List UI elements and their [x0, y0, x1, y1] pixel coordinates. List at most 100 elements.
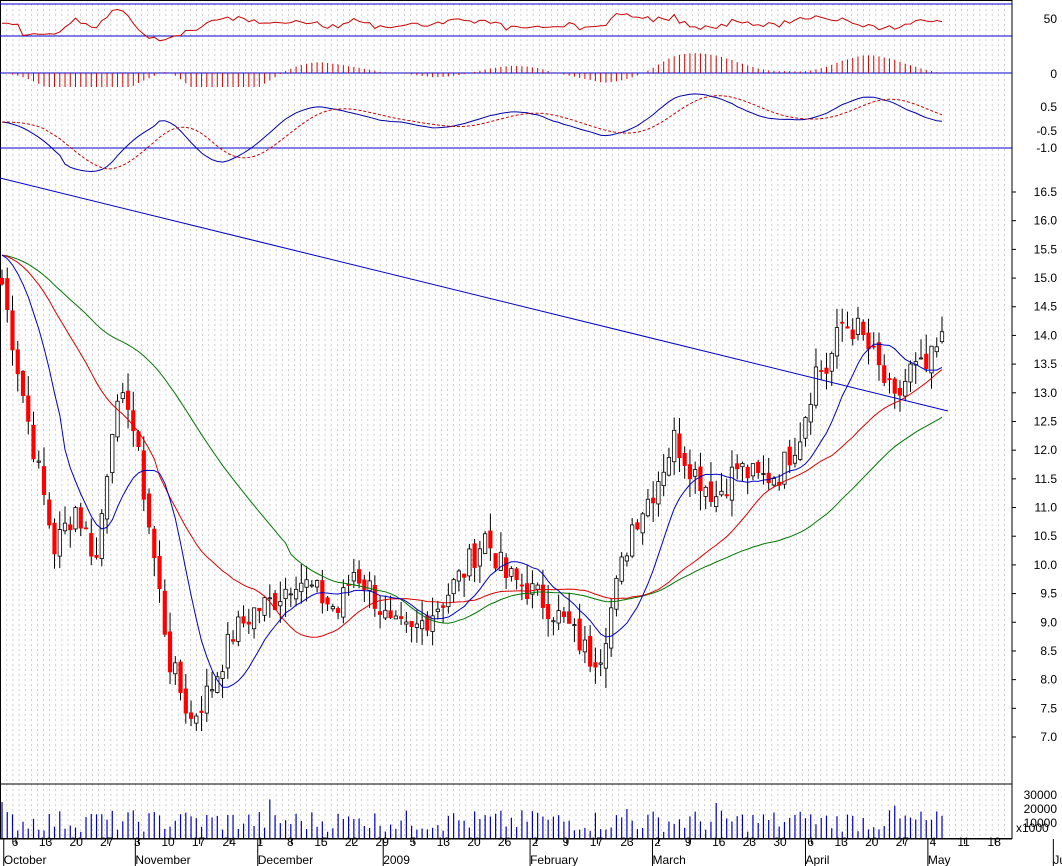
candle-body: [929, 345, 934, 374]
candle-body: [577, 618, 582, 651]
macd-tick-label: 0.5: [1040, 100, 1057, 114]
price-tick-label: 14.0: [1034, 328, 1058, 342]
candle-body: [876, 342, 882, 366]
candle-body: [314, 580, 320, 588]
candle-body: [267, 597, 272, 600]
candle-body: [924, 353, 929, 369]
candle-body: [209, 689, 215, 692]
candle-body: [320, 580, 325, 604]
candle-body: [146, 493, 152, 528]
candle-body: [651, 497, 656, 504]
candle-body: [341, 587, 346, 618]
x-tick-label: 13: [39, 835, 53, 849]
candle-body: [178, 661, 183, 694]
candle-body: [824, 367, 829, 374]
candle-body: [325, 597, 330, 605]
candle-body: [567, 611, 572, 624]
x-tick-label: 15: [314, 835, 328, 849]
grid-lines: [6, 4, 1005, 838]
candle-body: [593, 662, 598, 668]
candle-body: [162, 590, 167, 635]
x-month-label: 2009: [383, 853, 410, 866]
candle-body: [241, 616, 246, 624]
candle-body: [41, 466, 47, 496]
candle-body: [635, 522, 640, 530]
candle-body: [656, 481, 661, 505]
candle-body: [782, 451, 787, 485]
candle-body: [141, 450, 146, 500]
x-tick-label: 20: [70, 835, 84, 849]
candle-body: [703, 486, 708, 497]
candle-body: [299, 582, 304, 593]
candle-body: [861, 321, 866, 335]
x-month-label: May: [928, 853, 951, 866]
candle-body: [535, 584, 540, 590]
candle-body: [36, 460, 41, 463]
x-tick-label: 26: [498, 835, 512, 849]
x-tick-label: 30: [773, 835, 787, 849]
x-month-label: December: [258, 853, 313, 866]
candle-body: [546, 603, 551, 620]
candle-body: [887, 378, 892, 381]
candle-body: [404, 621, 409, 625]
candle-body: [246, 621, 251, 625]
candle-body: [855, 317, 861, 335]
candle-body: [530, 583, 535, 595]
candle-body: [719, 490, 724, 496]
candle-body: [729, 466, 735, 501]
x-tick-label: 2: [654, 835, 661, 849]
candle-body: [493, 553, 498, 569]
candle-body: [882, 365, 887, 383]
candle-body: [57, 529, 62, 557]
candle-body: [110, 433, 115, 474]
candle-body: [68, 524, 73, 531]
candle-body: [383, 609, 388, 619]
candle-body: [614, 577, 619, 610]
candle-body: [509, 568, 514, 577]
x-tick-label: 3: [134, 835, 141, 849]
candle-body: [467, 548, 472, 577]
price-panel: [0, 177, 949, 732]
candle-body: [215, 676, 220, 693]
candle-body: [908, 363, 913, 383]
x-tick-label: 17: [192, 835, 206, 849]
candle-body: [603, 643, 609, 669]
candle-body: [204, 685, 209, 714]
x-tick-label: 5: [409, 835, 416, 849]
candle-body: [194, 715, 199, 724]
candle-body: [283, 588, 288, 600]
price-tick-label: 8.5: [1040, 644, 1057, 658]
candle-body: [293, 588, 299, 600]
candle-body: [115, 400, 120, 438]
candle-body: [619, 556, 624, 582]
x-tick-label: 2: [532, 835, 539, 849]
ma-slow-line: [1, 254, 943, 624]
candle-body: [446, 594, 451, 608]
candle-body: [918, 357, 924, 360]
price-tick-label: 7.5: [1040, 701, 1057, 715]
candle-body: [934, 346, 939, 353]
candle-body: [393, 615, 398, 620]
candle-body: [73, 507, 78, 530]
price-tick-label: 16.0: [1034, 214, 1058, 228]
volume-tick-label: 10000: [1024, 816, 1058, 830]
candle-body: [483, 533, 488, 554]
candle-body: [451, 579, 456, 595]
candle-body: [104, 476, 110, 520]
candle-body: [456, 570, 461, 582]
candle-body: [866, 332, 871, 350]
x-tick-label: 17: [590, 835, 604, 849]
candle-body: [740, 462, 745, 468]
x-tick-label: 6: [807, 835, 814, 849]
price-tick-label: 10.0: [1034, 558, 1058, 572]
macd-line: [1, 93, 943, 173]
candle-body: [330, 606, 335, 610]
candle-body: [514, 568, 519, 580]
candle-body: [152, 528, 157, 559]
candle-body: [420, 620, 425, 630]
candle-body: [682, 453, 687, 466]
candle-body: [399, 616, 404, 620]
price-tick-label: 9.5: [1040, 587, 1057, 601]
volume-tick-label: 20000: [1024, 802, 1058, 816]
candle-body: [257, 607, 262, 612]
